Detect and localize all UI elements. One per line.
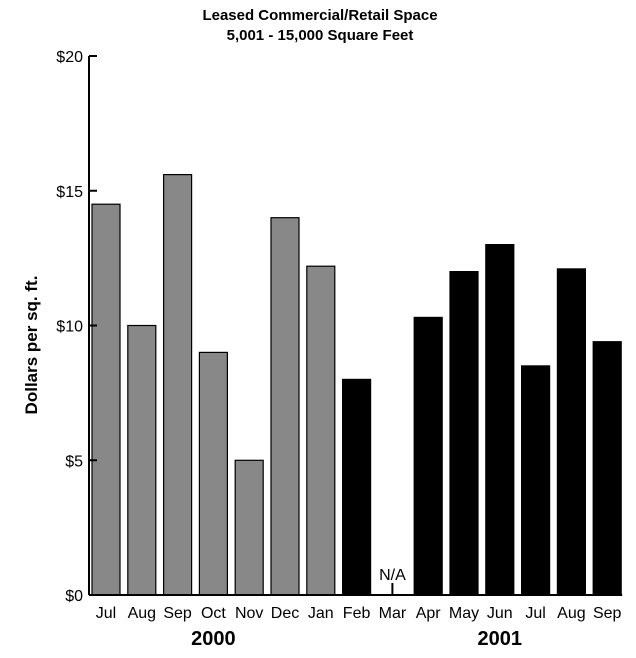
bar-2 bbox=[163, 174, 193, 596]
chart-title: Leased Commercial/Retail Space bbox=[202, 7, 437, 24]
year-label-1: 2001 bbox=[478, 628, 523, 650]
chart-subtitle: 5,001 - 15,000 Square Feet bbox=[227, 27, 414, 44]
bar-7 bbox=[342, 378, 372, 596]
na-annotation-0: N/A bbox=[379, 567, 406, 584]
y-tick-label-3: $15 bbox=[56, 184, 83, 201]
year-label-0: 2000 bbox=[191, 628, 236, 650]
bar-14 bbox=[592, 341, 622, 596]
bar-5 bbox=[270, 217, 300, 596]
x-tick-label-0: Jul bbox=[96, 605, 116, 622]
x-tick-label-7: Feb bbox=[343, 605, 371, 622]
bar-0 bbox=[91, 203, 121, 596]
bar-13 bbox=[556, 268, 587, 596]
bar-6 bbox=[306, 265, 336, 596]
x-tick-label-8: Mar bbox=[379, 605, 407, 622]
axes-layer bbox=[88, 55, 623, 596]
bar-10 bbox=[449, 271, 479, 596]
y-tick-label-1: $5 bbox=[65, 453, 83, 470]
y-tick-label-0: $0 bbox=[65, 588, 83, 605]
x-tick-label-3: Oct bbox=[201, 605, 226, 622]
bar-1 bbox=[127, 324, 157, 596]
labels-layer: $0 $5 $10 $15 $20 Jul Aug Sep Oct Nov Dec Jan Feb Mar… bbox=[56, 49, 621, 650]
bars-layer bbox=[91, 174, 622, 596]
bar-4 bbox=[234, 459, 264, 596]
x-tick-label-11: Jun bbox=[487, 605, 513, 622]
x-tick-label-9: Apr bbox=[416, 605, 442, 622]
x-tick-label-4: Nov bbox=[235, 605, 263, 622]
y-tick-label-4: $20 bbox=[56, 49, 83, 66]
y-tick-label-2: $10 bbox=[56, 319, 83, 336]
x-tick-label-6: Jan bbox=[308, 605, 334, 622]
x-tick-label-12: Jul bbox=[525, 605, 545, 622]
y-axis-label: Dollars per sq. ft. bbox=[22, 276, 41, 415]
bar-9 bbox=[413, 316, 443, 596]
x-tick-label-5: Dec bbox=[271, 605, 299, 622]
bar-11 bbox=[485, 244, 515, 596]
x-tick-label-13: Aug bbox=[557, 605, 585, 622]
x-tick-label-1: Aug bbox=[128, 605, 156, 622]
x-tick-label-10: May bbox=[449, 605, 479, 622]
bar-12 bbox=[520, 365, 551, 596]
x-tick-label-14: Sep bbox=[593, 605, 622, 622]
bar-3 bbox=[198, 351, 228, 596]
x-tick-label-2: Sep bbox=[163, 605, 192, 622]
